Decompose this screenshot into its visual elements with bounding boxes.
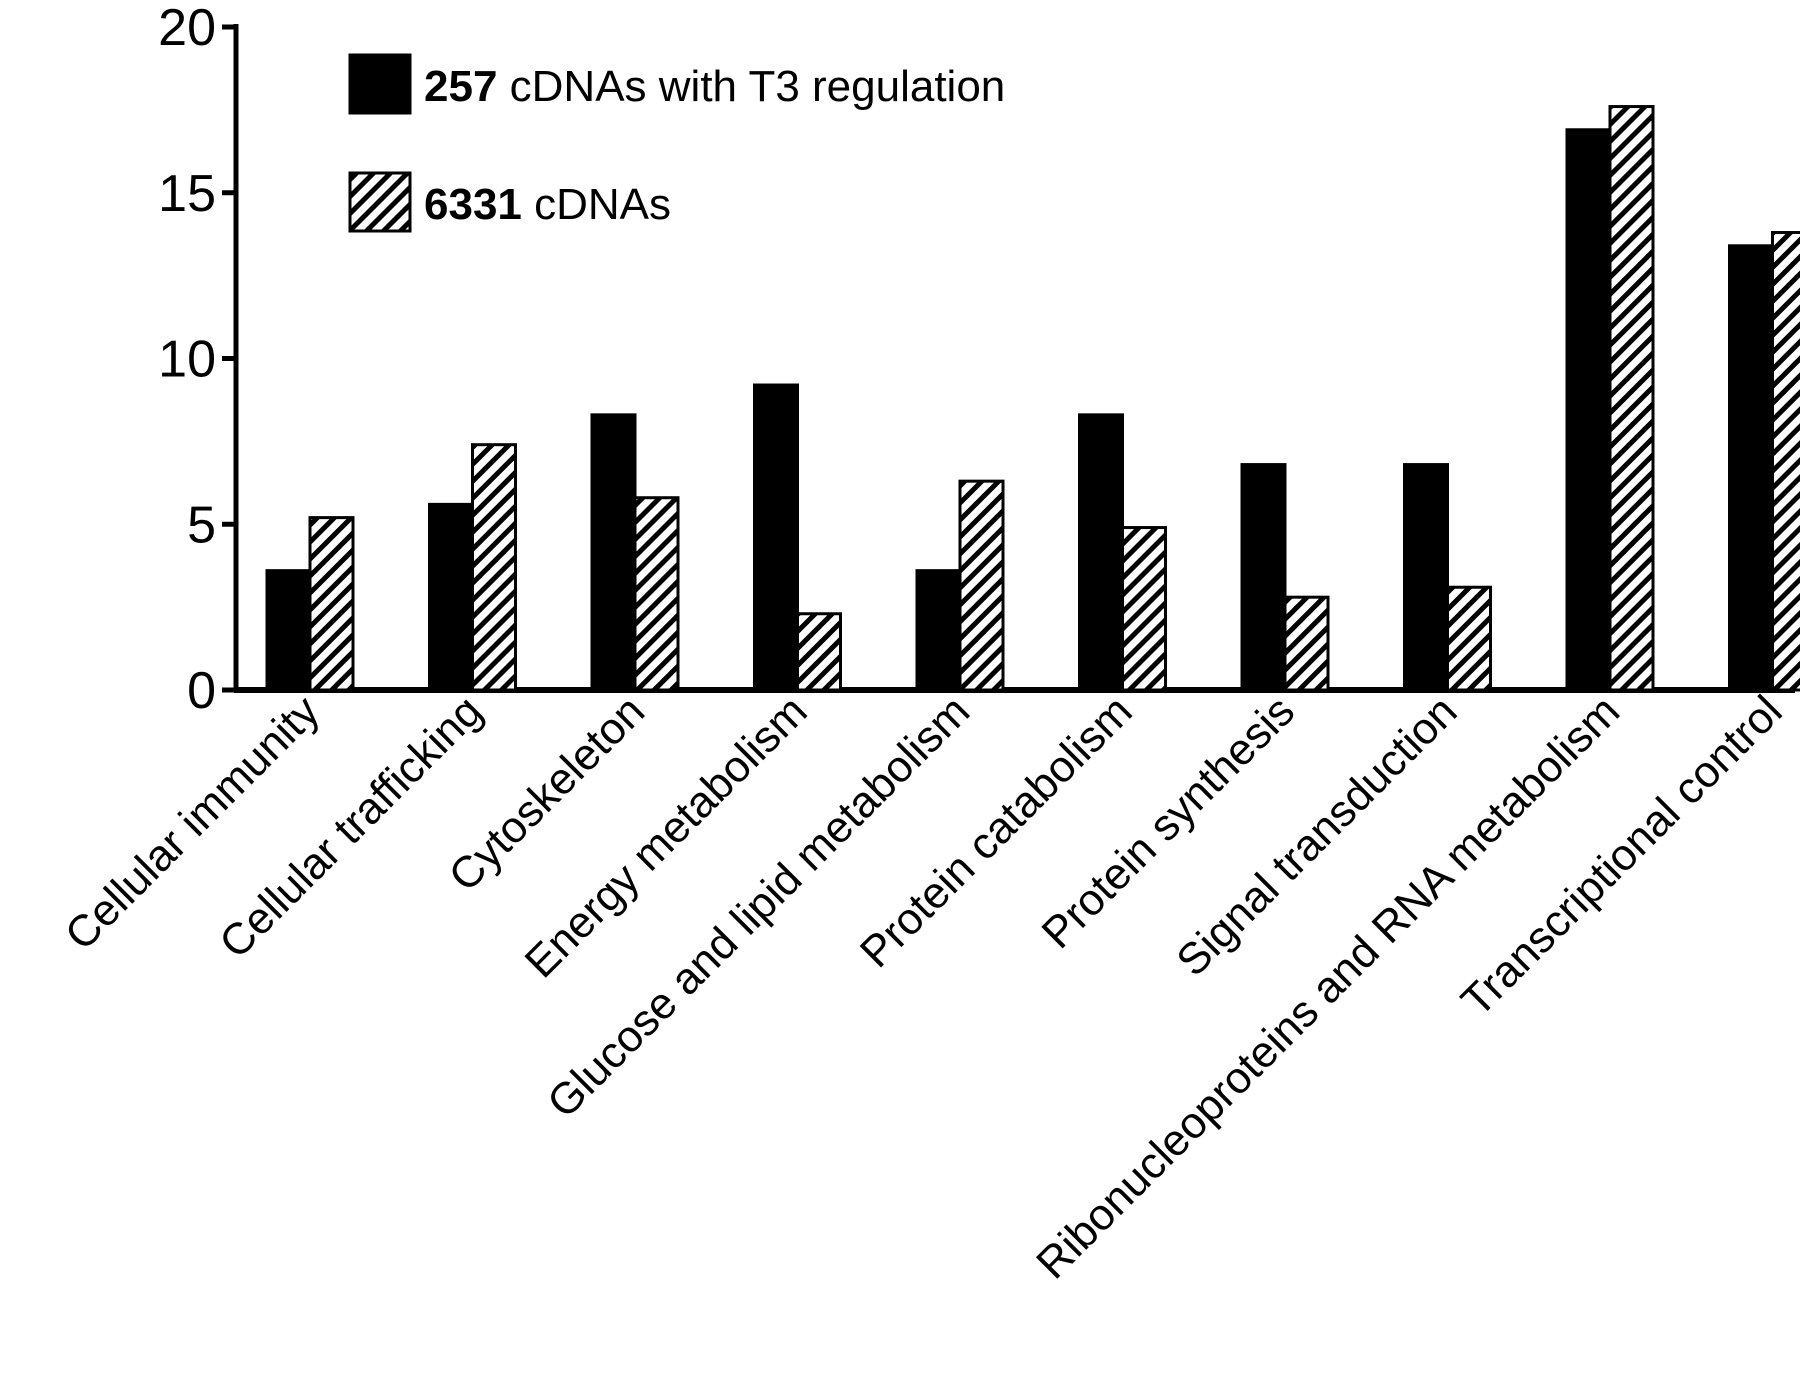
- legend-label-count: 6331: [424, 180, 522, 229]
- category-label: Ribonucleoproteins and RNA metabolism: [1027, 686, 1629, 1288]
- legend-label: 6331 cDNAs: [424, 180, 671, 229]
- bar-hatched-4: [796, 612, 842, 692]
- bar-solid-3: [590, 413, 637, 692]
- legend-label: 257 cDNAs with T3 regulation: [424, 62, 1005, 111]
- bar-solid-7: [1240, 463, 1287, 692]
- bar-solid-5: [915, 569, 962, 692]
- bar-hatched-9: [1608, 105, 1655, 692]
- category-label: Energy metabolism: [516, 686, 817, 987]
- y-tick-label: 15: [158, 165, 216, 223]
- bar-solid-8: [1403, 463, 1449, 692]
- y-tick-label: 10: [158, 331, 216, 389]
- bar-hatched-7: [1283, 595, 1330, 692]
- legend-label-text: cDNAs: [522, 180, 671, 229]
- bar-solid-10: [1728, 244, 1774, 692]
- y-axis: 0 5 10 15 20: [158, 0, 239, 720]
- bar-solid-6: [1078, 413, 1124, 692]
- bar-hatched-6: [1121, 526, 1167, 692]
- y-tick-label: 0: [187, 662, 216, 720]
- legend-swatch-solid: [348, 53, 412, 115]
- bar-hatched-1: [308, 516, 355, 692]
- y-tick-label: 5: [187, 496, 216, 554]
- legend: 257 cDNAs with T3 regulation 6331 cDNAs: [348, 53, 1005, 233]
- bar-solid-2: [428, 502, 474, 692]
- bar-hatched-10: [1771, 231, 1800, 692]
- category-label: Transcriptional control: [1452, 686, 1792, 1026]
- legend-label-text: cDNAs with T3 regulation: [497, 62, 1005, 111]
- category-label: Protein catabolism: [851, 686, 1142, 977]
- category-label: Signal transduction: [1167, 686, 1466, 985]
- bar-hatched-8: [1446, 585, 1492, 692]
- bar-hatched-3: [633, 496, 680, 692]
- bar-solid-1: [265, 569, 312, 692]
- bars: [265, 105, 1800, 692]
- bar-hatched-5: [958, 479, 1005, 692]
- bar-solid-9: [1565, 128, 1612, 692]
- legend-swatch-hatched: [348, 171, 412, 233]
- legend-label-count: 257: [424, 62, 497, 111]
- bar-solid-4: [753, 383, 799, 692]
- bar-hatched-2: [471, 443, 517, 692]
- y-tick-label: 20: [158, 0, 216, 57]
